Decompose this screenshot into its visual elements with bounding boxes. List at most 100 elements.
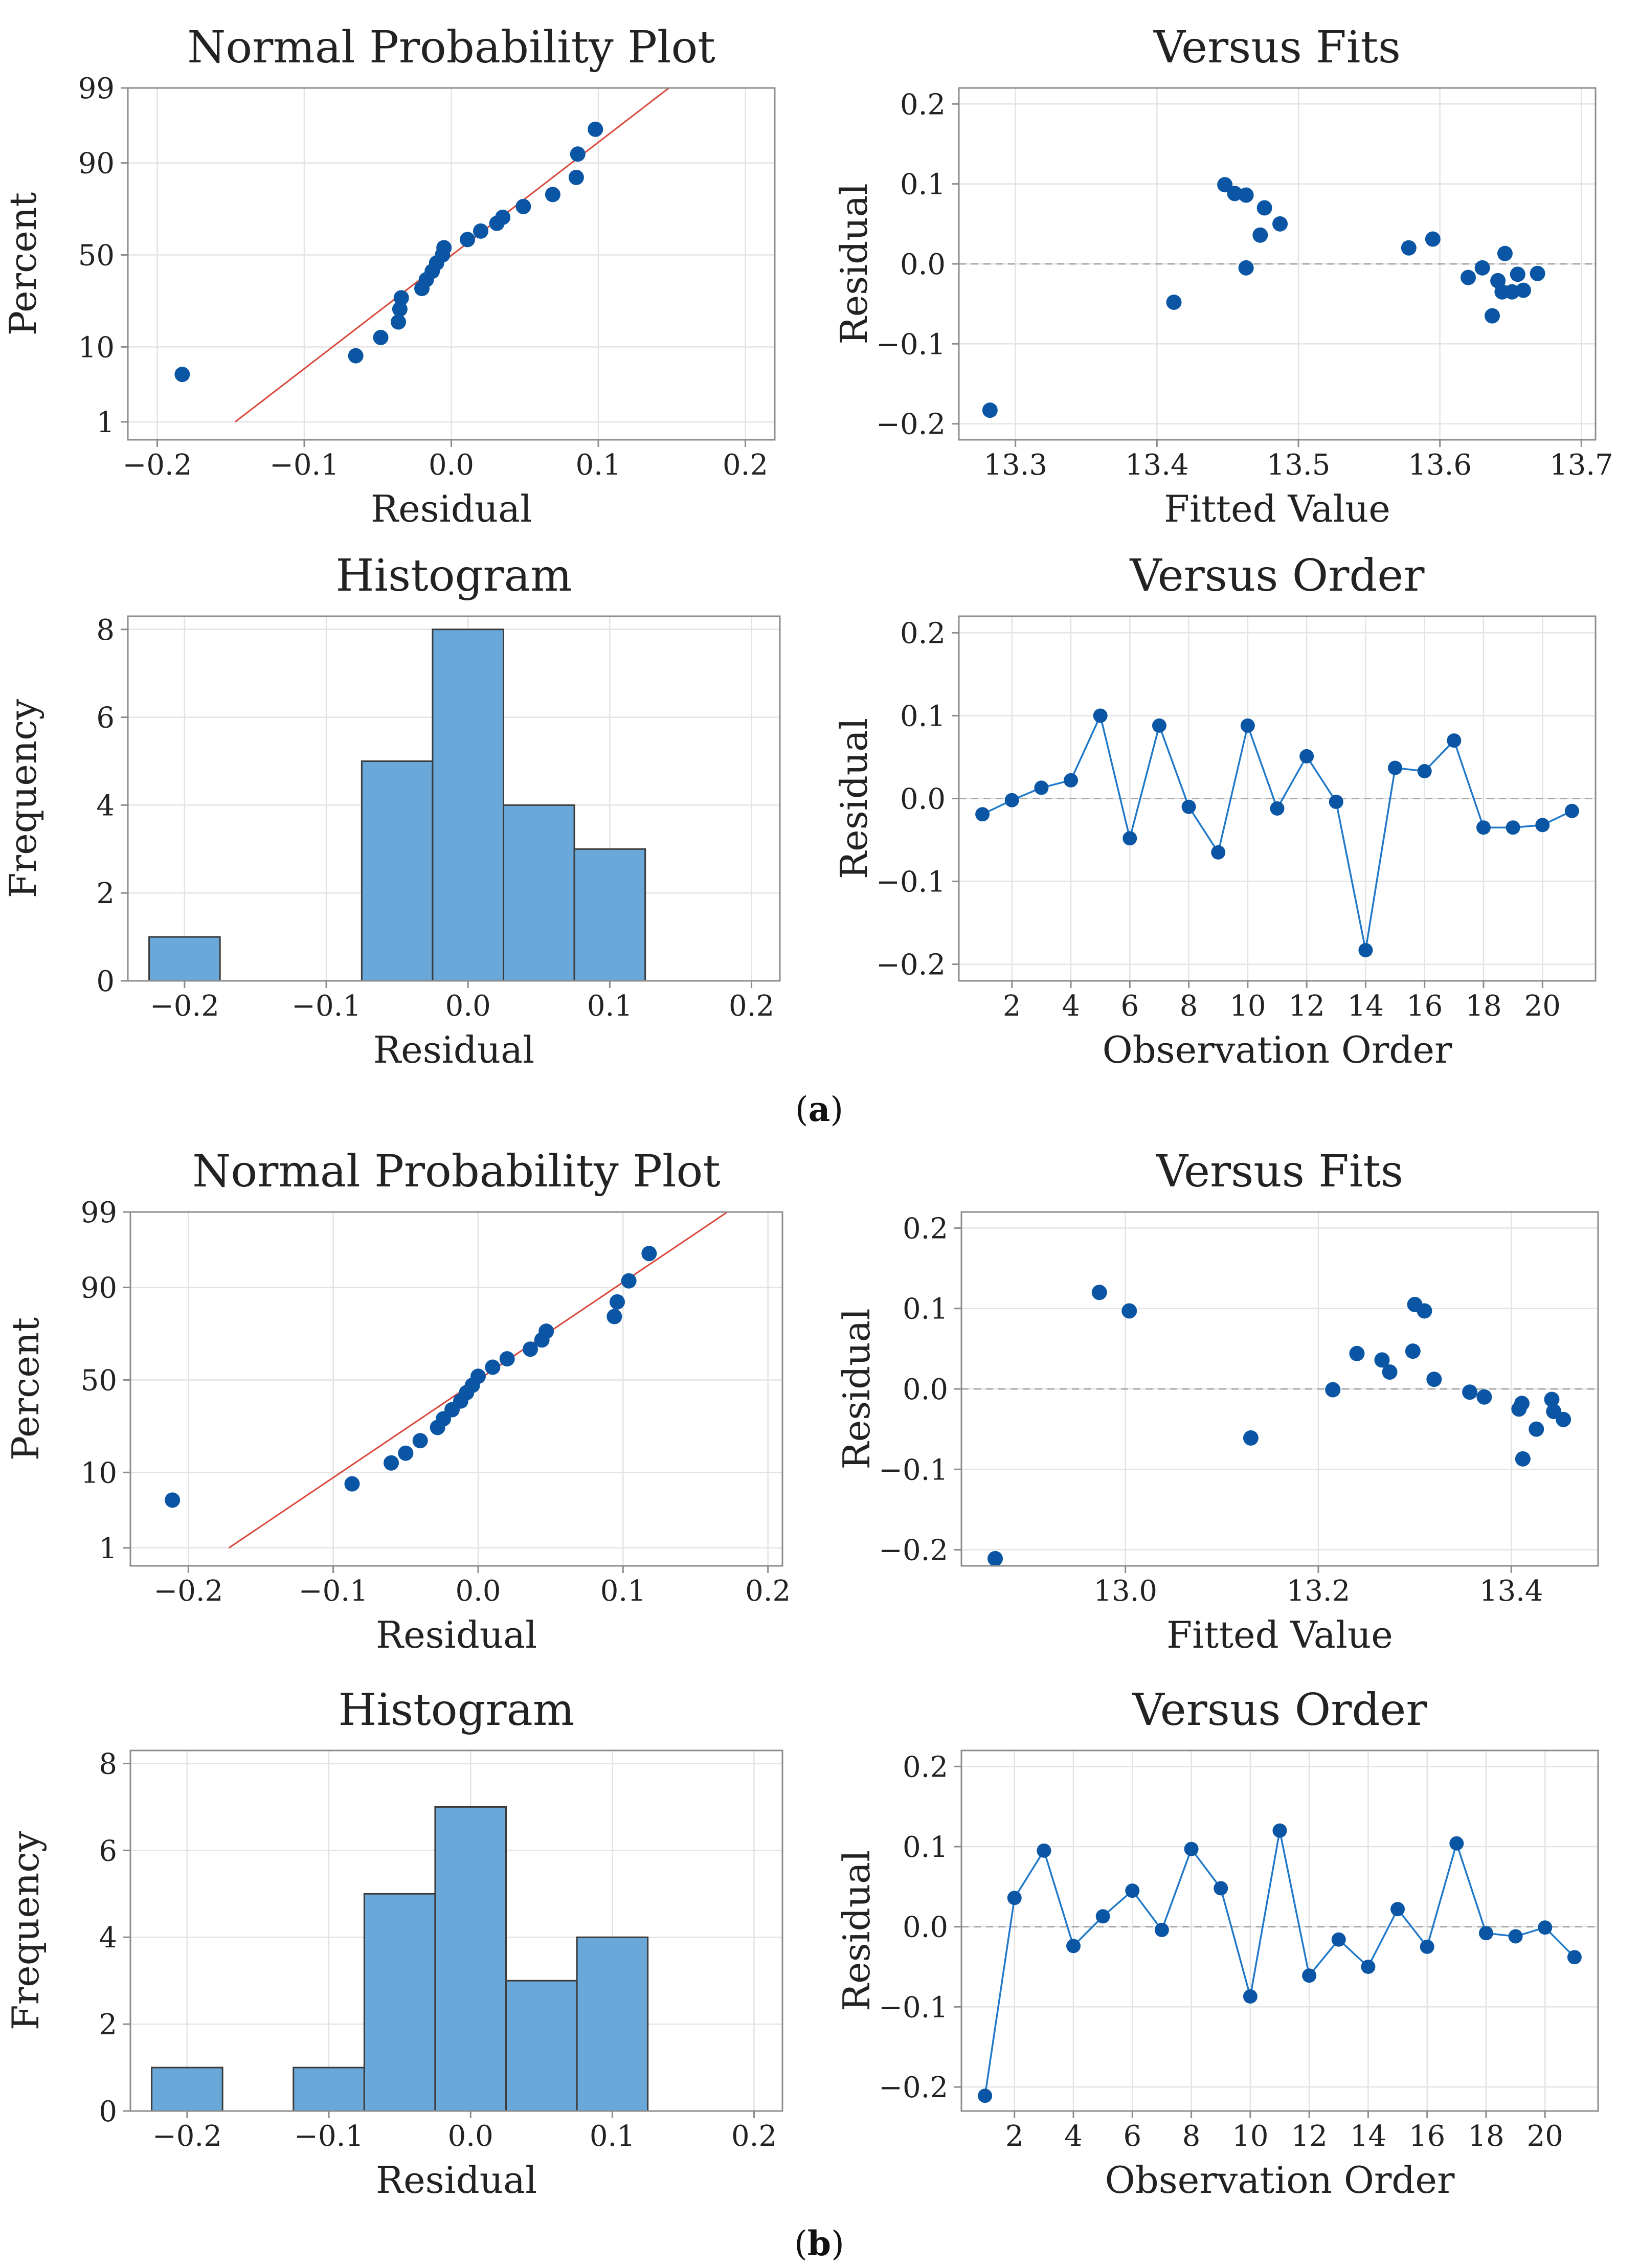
x-tick-label: 0.1	[575, 448, 621, 482]
histogram-bar	[503, 804, 575, 982]
data-point	[470, 1368, 486, 1384]
x-tick-label: 4	[1064, 2120, 1083, 2153]
y-tick-label: 0.2	[900, 88, 946, 121]
y-tick-label: 0	[99, 2095, 117, 2128]
histogram-bar	[505, 1980, 578, 2112]
x-tick-label: 0.2	[723, 448, 768, 482]
data-point	[1564, 803, 1579, 818]
data-point	[1530, 265, 1545, 281]
y-tick-label: 8	[99, 1747, 117, 1781]
x-tick-label: 13.4	[1125, 448, 1189, 482]
histogram-bar	[363, 1893, 436, 2112]
a-npp-chart: −0.2 −0.1 0.0 0.1 0.2 1 10 50 90 99 Normal Probabi…	[2, 22, 776, 530]
data-point	[495, 209, 511, 225]
x-tick-label: 18	[1468, 2120, 1504, 2153]
y-tick-label: 99	[78, 72, 115, 105]
y-axis-label: Percent	[4, 1317, 47, 1461]
data-point	[1504, 284, 1520, 300]
data-point	[1122, 831, 1137, 846]
data-point	[398, 1445, 414, 1461]
y-tick-label: 2	[96, 877, 115, 910]
data-point	[393, 290, 409, 306]
y-tick-label: 0.2	[900, 617, 946, 650]
data-point	[1476, 1389, 1492, 1405]
x-axis-label: Fitted Value	[1166, 1613, 1393, 1656]
y-tick-label: 99	[81, 1196, 117, 1229]
x-tick-label: 10	[1229, 990, 1266, 1023]
data-point	[1358, 943, 1373, 958]
data-point	[1066, 1939, 1081, 1953]
y-axis-label: Frequency	[2, 699, 44, 898]
x-tick-label: 8	[1182, 2120, 1201, 2153]
data-point	[1125, 1883, 1140, 1898]
b-npp-chart: −0.2 −0.1 0.0 0.1 0.2 1 10 50 90 99 Normal Probabi…	[4, 1146, 791, 1656]
data-point	[1478, 1926, 1493, 1941]
y-tick-label: −0.2	[879, 2071, 948, 2104]
data-point	[1476, 820, 1491, 835]
plot-frame	[960, 1749, 1599, 2112]
y-tick-label: 6	[96, 702, 115, 735]
x-tick-label: 0.0	[445, 990, 491, 1023]
data-point	[436, 240, 452, 256]
data-point	[1514, 1396, 1530, 1411]
y-tick-label: 8	[96, 614, 115, 647]
histogram-bar	[361, 760, 434, 982]
x-tick-label: 13.6	[1408, 448, 1472, 482]
data-point	[1374, 1352, 1390, 1368]
x-tick-label: 4	[1062, 990, 1080, 1023]
data-point	[1007, 1891, 1022, 1905]
data-point	[1349, 1345, 1365, 1361]
caption-a: (a)	[795, 1089, 843, 1129]
y-tick-label: 50	[81, 1364, 117, 1397]
histogram-bar	[576, 1936, 649, 2112]
x-tick-label: 0.1	[587, 990, 633, 1023]
a-fits-chart: 13.3 13.4 13.5 13.6 13.7 −0.2 −0.1 0.0 0.1 0.2 Ver…	[833, 22, 1613, 530]
x-tick-label: −0.1	[270, 448, 339, 482]
data-point	[1567, 1950, 1582, 1965]
y-tick-label: 0.1	[900, 168, 946, 201]
caption-b: (b)	[794, 2224, 844, 2263]
data-point	[1064, 773, 1079, 788]
data-point	[1166, 295, 1182, 310]
x-tick-label: −0.2	[153, 1575, 223, 1608]
y-tick-label: 6	[99, 1834, 117, 1868]
x-tick-label: −0.2	[123, 448, 192, 482]
y-tick-label: −0.2	[876, 949, 946, 982]
x-tick-label: 14	[1348, 990, 1384, 1023]
data-point	[1095, 1909, 1110, 1924]
chart-title: Versus Fits	[1156, 1146, 1403, 1197]
data-point	[499, 1351, 515, 1367]
data-point	[1302, 1968, 1317, 1983]
data-point	[1091, 1285, 1107, 1300]
data-point	[1474, 260, 1490, 276]
y-tick-label: −0.1	[876, 328, 946, 361]
data-point	[1272, 1823, 1287, 1838]
x-tick-label: 12	[1289, 990, 1325, 1023]
data-point	[1449, 1836, 1464, 1851]
y-tick-label: 0	[96, 965, 115, 998]
data-point	[1240, 718, 1255, 733]
data-point	[982, 402, 998, 418]
data-point	[1270, 801, 1285, 816]
data-point	[1299, 749, 1314, 764]
data-point	[460, 232, 476, 248]
data-point	[1252, 227, 1268, 243]
data-point	[1401, 240, 1417, 256]
y-tick-label: 4	[99, 1921, 117, 1955]
y-tick-label: 0.0	[900, 248, 946, 281]
plot-frame	[129, 1211, 783, 1567]
chart-title: Histogram	[339, 1685, 575, 1736]
chart-title: Versus Order	[1130, 550, 1425, 601]
x-tick-label: 8	[1180, 990, 1198, 1023]
b-hist-chart: −0.2 −0.1 0.0 0.1 0.2 0 2 4 6 8 Histogram Residual F…	[4, 1685, 783, 2202]
data-point	[1211, 845, 1226, 860]
y-tick-label: 0.2	[903, 1212, 948, 1245]
data-point	[1405, 1343, 1421, 1359]
y-tick-label: 0.0	[900, 783, 946, 816]
y-tick-label: 0.1	[903, 1831, 948, 1864]
y-tick-label: 0.0	[903, 1911, 948, 1944]
data-point	[570, 146, 586, 162]
x-axis-label: Fitted Value	[1164, 487, 1390, 530]
x-tick-label: 10	[1232, 2120, 1268, 2153]
data-point	[1461, 270, 1476, 285]
